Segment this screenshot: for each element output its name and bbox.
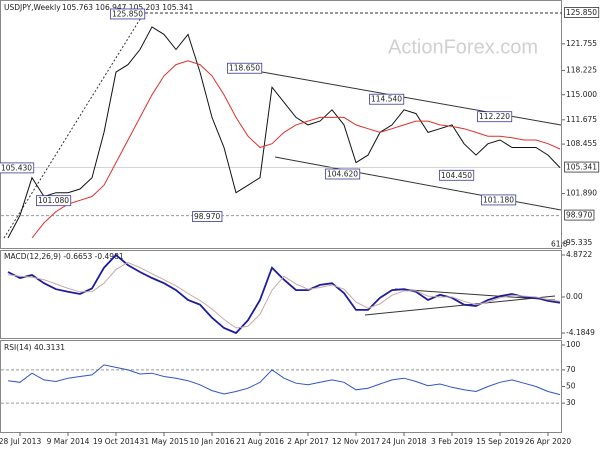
- x-tick-label: 9 Mar 2014: [47, 437, 90, 446]
- channel-line: [274, 156, 562, 211]
- label-box: [110, 8, 146, 20]
- x-tick-label: 3 Feb 2019: [431, 437, 473, 446]
- x-tick-label: 26 Apr 2020: [525, 437, 572, 446]
- label-box: [227, 62, 263, 74]
- y-tick-label: 30: [566, 398, 576, 407]
- y-tick-label: 101.890: [566, 189, 597, 198]
- label-box: [564, 161, 600, 173]
- y-tick-label: 0.00: [566, 292, 583, 301]
- price-annotation: 101.080: [38, 196, 69, 205]
- label-box: [481, 194, 517, 206]
- channel-line: [261, 71, 562, 126]
- level-label: 125.850: [566, 8, 597, 17]
- y-tick-label: 70: [566, 365, 576, 374]
- price-annotation: 61.8: [551, 239, 568, 248]
- series-line: [7, 261, 561, 329]
- label-box: [192, 211, 223, 222]
- y-tick-label: 108.455: [566, 139, 597, 148]
- label-box: [0, 162, 35, 174]
- y-tick-label: 95.335: [566, 238, 592, 247]
- x-tick-label: 19 Oct 2014: [93, 437, 140, 446]
- price-annotation: 101.180: [483, 195, 514, 204]
- series-line: [31, 60, 561, 239]
- price-annotation: 105.430: [1, 163, 32, 172]
- price-annotation: 98.970: [194, 212, 220, 221]
- series-line: [7, 26, 561, 239]
- chart-title: USDJPY,Weekly: [4, 3, 61, 12]
- x-tick-label: 21 Aug 2016: [236, 437, 284, 446]
- macd-panel: [0, 250, 562, 339]
- series-line: [7, 253, 561, 335]
- y-tick-label: -4.1849: [566, 328, 595, 337]
- label-box: [564, 209, 595, 221]
- x-tick-label: 2 Apr 2017: [287, 437, 329, 446]
- x-tick-label: 10 Jan 2016: [190, 437, 235, 446]
- y-tick-label: 50: [566, 381, 576, 390]
- price-annotation: 104.450: [441, 171, 472, 180]
- y-tick-label: 111.675: [566, 115, 597, 124]
- label-box: [439, 169, 475, 181]
- y-tick-label: 118.225: [566, 65, 597, 74]
- y-tick-label: 100: [566, 340, 581, 349]
- macd-trend-line: [364, 295, 556, 316]
- ohlc-text: 105.763 106.947 105.203 105.341: [62, 3, 193, 12]
- label-box: [369, 93, 405, 105]
- last-price-label: 105.341: [566, 163, 597, 172]
- y-tick-label: 115.000: [566, 90, 597, 99]
- macd-title: MACD(12,26,9) -0.6653 -0.4981: [4, 252, 124, 261]
- trend-line: [3, 15, 143, 239]
- rsi-title: RSI(14) 40.3131: [4, 343, 65, 352]
- label-box: [36, 195, 72, 207]
- price-annotation: 125.850: [112, 9, 143, 18]
- label-box: [477, 111, 513, 123]
- x-tick-label: 24 Jun 2018: [381, 437, 426, 446]
- series-line: [7, 364, 561, 396]
- level-label: 98.970: [566, 211, 592, 220]
- x-tick-label: 15 Sep 2019: [476, 437, 524, 446]
- label-box: [564, 7, 600, 18]
- price-panel: [0, 0, 562, 249]
- price-annotation: 104.620: [327, 169, 358, 178]
- watermark: ActionForex.com: [388, 36, 538, 58]
- x-tick-label: 28 Jul 2013: [0, 437, 41, 446]
- y-tick-label: 121.755: [566, 39, 597, 48]
- rsi-panel: [0, 340, 562, 433]
- price-annotation: 114.540: [371, 95, 402, 104]
- y-tick-label: 4.8722: [566, 250, 592, 259]
- label-box: [325, 168, 361, 180]
- x-tick-label: 12 Nov 2017: [332, 437, 380, 446]
- price-annotation: 112.220: [479, 112, 510, 121]
- price-annotation: 118.650: [229, 64, 260, 73]
- x-tick-label: 31 May 2015: [140, 437, 189, 446]
